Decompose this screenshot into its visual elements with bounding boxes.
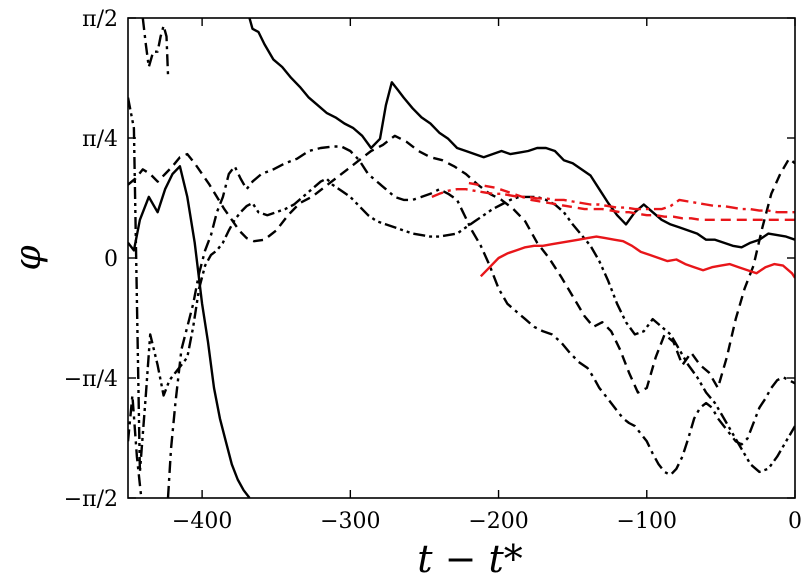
y-tick-label: 0 xyxy=(104,247,118,272)
y-tick-label: −π/4 xyxy=(64,367,118,392)
series-line-7 xyxy=(431,188,795,214)
series-line-2 xyxy=(128,134,795,394)
x-tick-label: 0 xyxy=(788,509,802,534)
x-tick-label: −400 xyxy=(172,509,232,534)
y-tick-label: −π/2 xyxy=(64,487,118,512)
series-line-4 xyxy=(128,97,795,474)
x-tick-label: −300 xyxy=(320,509,380,534)
series-layer xyxy=(128,18,795,498)
x-tick-label: −100 xyxy=(617,509,677,534)
y-tick-label: π/4 xyxy=(82,127,118,152)
y-axis-label: φ xyxy=(8,245,49,271)
ticks-layer: −400 −300 −200 −100 0 −π/2 −π/4 0 π/4 π/2 xyxy=(64,7,802,534)
y-tick-label: π/2 xyxy=(82,7,118,32)
series-line-1 xyxy=(128,18,795,498)
series-line-3 xyxy=(128,18,795,498)
series-line-5 xyxy=(479,235,795,279)
x-tick-label: −200 xyxy=(468,509,528,534)
x-axis-label: t − t* xyxy=(417,537,523,581)
